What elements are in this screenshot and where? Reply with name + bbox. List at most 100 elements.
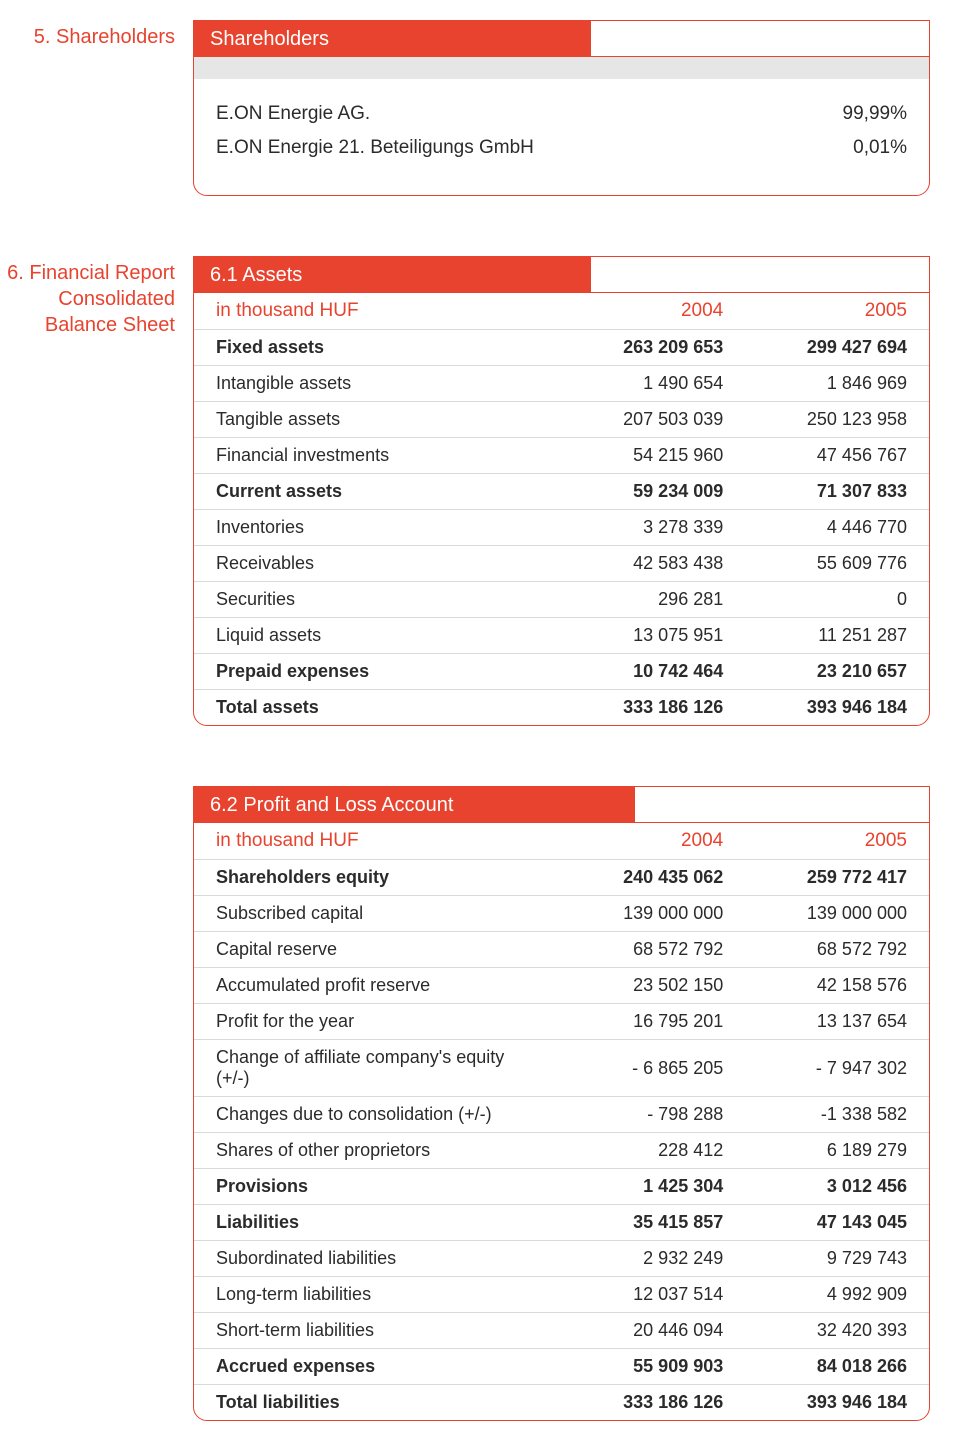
shareholder-name: E.ON Energie 21. Beteiligungs GmbH <box>216 137 534 159</box>
row-value-2004: 333 186 126 <box>562 690 746 726</box>
pl-table: in thousand HUF20042005Shareholders equi… <box>194 823 929 1420</box>
row-value-2005: 71 307 833 <box>745 474 929 510</box>
row-value-2005: 13 137 654 <box>745 1004 929 1040</box>
row-label: Receivables <box>194 546 562 582</box>
table-row: Profit for the year16 795 20113 137 654 <box>194 1004 929 1040</box>
row-value-2005: - 7 947 302 <box>745 1040 929 1097</box>
row-value-2004: 42 583 438 <box>562 546 746 582</box>
row-label: Shares of other proprietors <box>194 1133 562 1169</box>
row-value-2004: - 798 288 <box>562 1097 746 1133</box>
row-value-2005: -1 338 582 <box>745 1097 929 1133</box>
row-value-2005: 47 456 767 <box>745 438 929 474</box>
table-year-row: in thousand HUF20042005 <box>194 293 929 330</box>
header-spacer <box>591 257 929 293</box>
shareholders-section: 5. Shareholders Shareholders E.ON Energi… <box>0 20 930 196</box>
header-spacer <box>591 21 929 57</box>
row-value-2004: 240 435 062 <box>562 860 746 896</box>
table-row: Long-term liabilities12 037 5144 992 909 <box>194 1277 929 1313</box>
row-value-2005: 4 446 770 <box>745 510 929 546</box>
year-col: 2005 <box>745 823 929 860</box>
shareholders-box: Shareholders E.ON Energie AG. 99,99% E.O… <box>193 20 930 196</box>
table-row: Inventories3 278 3394 446 770 <box>194 510 929 546</box>
row-label: Securities <box>194 582 562 618</box>
assets-section: 6. Financial Report Consolidated Balance… <box>0 256 930 726</box>
row-label: Fixed assets <box>194 330 562 366</box>
row-value-2005: 55 609 776 <box>745 546 929 582</box>
table-row: Subscribed capital139 000 000139 000 000 <box>194 896 929 932</box>
row-label: Subscribed capital <box>194 896 562 932</box>
header-spacer <box>635 787 929 823</box>
table-row: Accumulated profit reserve23 502 15042 1… <box>194 968 929 1004</box>
row-value-2005: 393 946 184 <box>745 1385 929 1421</box>
table-row: Fixed assets263 209 653299 427 694 <box>194 330 929 366</box>
row-label: Subordinated liabilities <box>194 1241 562 1277</box>
row-label: Profit for the year <box>194 1004 562 1040</box>
section-label-shareholders: 5. Shareholders <box>0 20 175 50</box>
table-row: Changes due to consolidation (+/-)- 798 … <box>194 1097 929 1133</box>
assets-box: 6.1 Assets in thousand HUF20042005Fixed … <box>193 256 930 726</box>
grey-bar <box>194 57 929 79</box>
row-value-2004: 139 000 000 <box>562 896 746 932</box>
row-value-2004: - 6 865 205 <box>562 1040 746 1097</box>
shareholder-name: E.ON Energie AG. <box>216 103 370 125</box>
row-label: Change of affiliate company's equity (+/… <box>194 1040 562 1097</box>
row-value-2005: 11 251 287 <box>745 618 929 654</box>
year-label: in thousand HUF <box>194 293 562 330</box>
table-row: Shareholders equity240 435 062259 772 41… <box>194 860 929 896</box>
shareholder-pct: 0,01% <box>853 137 907 159</box>
row-value-2004: 1 425 304 <box>562 1169 746 1205</box>
row-label: Long-term liabilities <box>194 1277 562 1313</box>
row-value-2004: 296 281 <box>562 582 746 618</box>
row-value-2004: 54 215 960 <box>562 438 746 474</box>
table-row: Prepaid expenses10 742 46423 210 657 <box>194 654 929 690</box>
table-row: Securities296 2810 <box>194 582 929 618</box>
row-value-2004: 59 234 009 <box>562 474 746 510</box>
row-value-2005: 0 <box>745 582 929 618</box>
row-label: Short-term liabilities <box>194 1313 562 1349</box>
assets-title: 6.1 Assets <box>194 257 591 293</box>
shareholders-title: Shareholders <box>194 21 591 57</box>
table-row: Short-term liabilities20 446 09432 420 3… <box>194 1313 929 1349</box>
row-value-2004: 23 502 150 <box>562 968 746 1004</box>
row-value-2005: 9 729 743 <box>745 1241 929 1277</box>
row-value-2004: 1 490 654 <box>562 366 746 402</box>
row-label: Current assets <box>194 474 562 510</box>
row-value-2004: 20 446 094 <box>562 1313 746 1349</box>
row-value-2005: 84 018 266 <box>745 1349 929 1385</box>
row-label: Tangible assets <box>194 402 562 438</box>
table-row: Change of affiliate company's equity (+/… <box>194 1040 929 1097</box>
row-value-2005: 68 572 792 <box>745 932 929 968</box>
row-label: Prepaid expenses <box>194 654 562 690</box>
shareholders-body: E.ON Energie AG. 99,99% E.ON Energie 21.… <box>194 79 929 195</box>
row-value-2004: 68 572 792 <box>562 932 746 968</box>
row-value-2005: 259 772 417 <box>745 860 929 896</box>
row-value-2005: 3 012 456 <box>745 1169 929 1205</box>
row-label: Accrued expenses <box>194 1349 562 1385</box>
row-value-2004: 3 278 339 <box>562 510 746 546</box>
row-value-2004: 55 909 903 <box>562 1349 746 1385</box>
assets-table: in thousand HUF20042005Fixed assets263 2… <box>194 293 929 725</box>
row-value-2004: 13 075 951 <box>562 618 746 654</box>
pl-title: 6.2 Profit and Loss Account <box>194 787 635 823</box>
table-row: Tangible assets207 503 039250 123 958 <box>194 402 929 438</box>
row-label: Provisions <box>194 1169 562 1205</box>
year-col: 2004 <box>562 293 746 330</box>
row-label: Intangible assets <box>194 366 562 402</box>
row-value-2005: 42 158 576 <box>745 968 929 1004</box>
row-value-2005: 1 846 969 <box>745 366 929 402</box>
row-label: Financial investments <box>194 438 562 474</box>
row-label: Liabilities <box>194 1205 562 1241</box>
row-value-2005: 6 189 279 <box>745 1133 929 1169</box>
table-row: Capital reserve68 572 79268 572 792 <box>194 932 929 968</box>
row-label: Liquid assets <box>194 618 562 654</box>
shareholder-row: E.ON Energie 21. Beteiligungs GmbH 0,01% <box>216 131 907 165</box>
row-value-2004: 10 742 464 <box>562 654 746 690</box>
table-row: Liquid assets13 075 95111 251 287 <box>194 618 929 654</box>
row-value-2004: 333 186 126 <box>562 1385 746 1421</box>
table-year-row: in thousand HUF20042005 <box>194 823 929 860</box>
row-value-2004: 228 412 <box>562 1133 746 1169</box>
table-row: Liabilities35 415 85747 143 045 <box>194 1205 929 1241</box>
table-row: Subordinated liabilities2 932 2499 729 7… <box>194 1241 929 1277</box>
table-row: Current assets59 234 00971 307 833 <box>194 474 929 510</box>
row-value-2005: 250 123 958 <box>745 402 929 438</box>
